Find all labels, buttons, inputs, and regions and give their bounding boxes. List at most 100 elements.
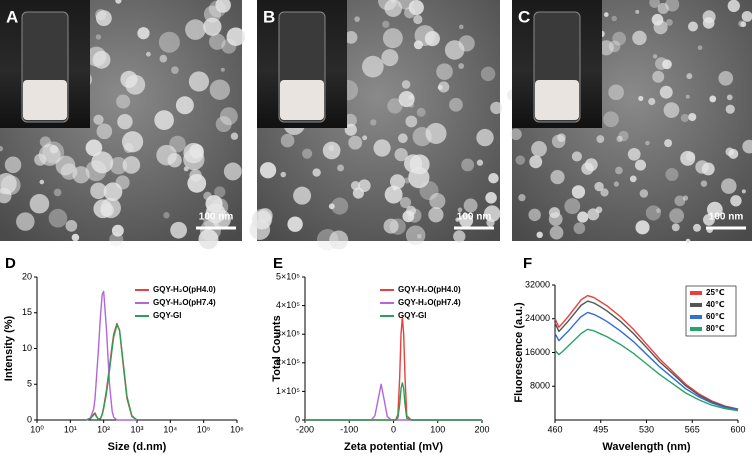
particle	[293, 186, 312, 205]
x-tick-label: -200	[296, 424, 314, 434]
particle	[648, 97, 656, 106]
particle	[706, 201, 723, 218]
particle	[476, 128, 494, 147]
particle	[163, 212, 170, 219]
particle	[613, 181, 619, 187]
particle	[389, 218, 406, 235]
particle	[38, 143, 61, 166]
particle	[86, 46, 107, 67]
x-tick-label: 10⁴	[163, 424, 177, 434]
particle	[438, 81, 450, 93]
particle	[223, 162, 242, 181]
y-tick-label: 5	[27, 379, 32, 389]
particle	[361, 55, 384, 78]
particle	[548, 212, 563, 227]
y-axis-title: Fluorescence (a.u.)	[513, 302, 525, 403]
particle	[407, 208, 422, 223]
x-tick-label: 100	[430, 424, 445, 434]
particle	[645, 205, 661, 221]
panel-label: C	[518, 7, 530, 26]
particle	[408, 166, 430, 189]
y-tick-label: 0	[27, 414, 32, 424]
y-tick-label: 24000	[525, 313, 550, 323]
particle	[718, 70, 734, 86]
particle	[612, 31, 627, 46]
particle	[159, 54, 168, 63]
particle	[189, 143, 204, 159]
legend-label: 80℃	[706, 324, 725, 333]
particle	[651, 13, 664, 26]
particle	[515, 155, 526, 165]
particle	[629, 175, 637, 183]
particle	[608, 40, 621, 53]
series-line	[554, 328, 739, 412]
y-tick-label: 4×10⁵	[276, 300, 300, 310]
x-tick-label: 10²	[97, 424, 110, 434]
particle	[726, 94, 733, 101]
series-line	[554, 300, 739, 411]
particle	[659, 85, 673, 99]
x-tick-label: 460	[547, 424, 562, 434]
particle	[662, 59, 672, 70]
particle	[259, 162, 277, 179]
particle	[458, 63, 465, 69]
particle	[187, 173, 207, 193]
particle	[401, 80, 411, 89]
particle	[485, 192, 497, 204]
particle	[638, 95, 644, 102]
particle	[459, 213, 474, 228]
particle	[122, 156, 141, 174]
particle	[663, 102, 680, 118]
particle	[373, 139, 391, 157]
particle	[600, 188, 609, 197]
legend-label: 40℃	[706, 300, 725, 309]
particle	[322, 141, 341, 160]
particle	[741, 189, 746, 194]
particle	[219, 107, 238, 126]
particle	[185, 19, 206, 40]
particle	[573, 222, 586, 235]
particle	[596, 135, 605, 144]
y-tick-label: 32000	[525, 279, 550, 289]
panel-label: A	[6, 7, 18, 26]
y-tick-label: 3×10⁵	[276, 329, 300, 339]
particle	[208, 0, 226, 18]
particle	[390, 174, 405, 190]
particle	[635, 9, 640, 14]
particle	[171, 66, 179, 74]
particle	[167, 153, 182, 168]
particle	[125, 74, 146, 95]
particle	[429, 193, 446, 210]
x-tick-label: 10³	[130, 424, 143, 434]
particle	[249, 219, 271, 240]
particle	[488, 172, 499, 184]
particle	[48, 208, 68, 228]
particle	[116, 94, 131, 109]
legend-label: 60℃	[706, 312, 725, 321]
particle	[331, 197, 349, 215]
particle	[413, 14, 423, 25]
particle	[362, 135, 368, 141]
particle	[257, 208, 273, 223]
particle	[529, 155, 543, 169]
particle	[671, 223, 680, 232]
scale-bar-label: 100 nm	[199, 212, 234, 223]
particle	[657, 2, 669, 15]
particle	[287, 216, 303, 232]
x-tick-label: 10⁶	[230, 424, 244, 434]
vial-liquid	[23, 80, 67, 120]
particle	[685, 94, 690, 99]
particle	[518, 194, 526, 202]
particle	[146, 51, 151, 57]
x-tick-label: -100	[340, 424, 358, 434]
particle	[95, 10, 112, 27]
micrographs: A 100 nm B 100 nm C 100 nm	[0, 0, 752, 251]
particle	[458, 35, 475, 52]
y-tick-label: 1×10⁵	[276, 386, 300, 396]
particle	[665, 18, 673, 26]
particle	[398, 91, 415, 108]
particle	[727, 0, 740, 13]
particle	[382, 28, 403, 49]
series-line	[305, 316, 482, 421]
particle	[117, 113, 133, 130]
